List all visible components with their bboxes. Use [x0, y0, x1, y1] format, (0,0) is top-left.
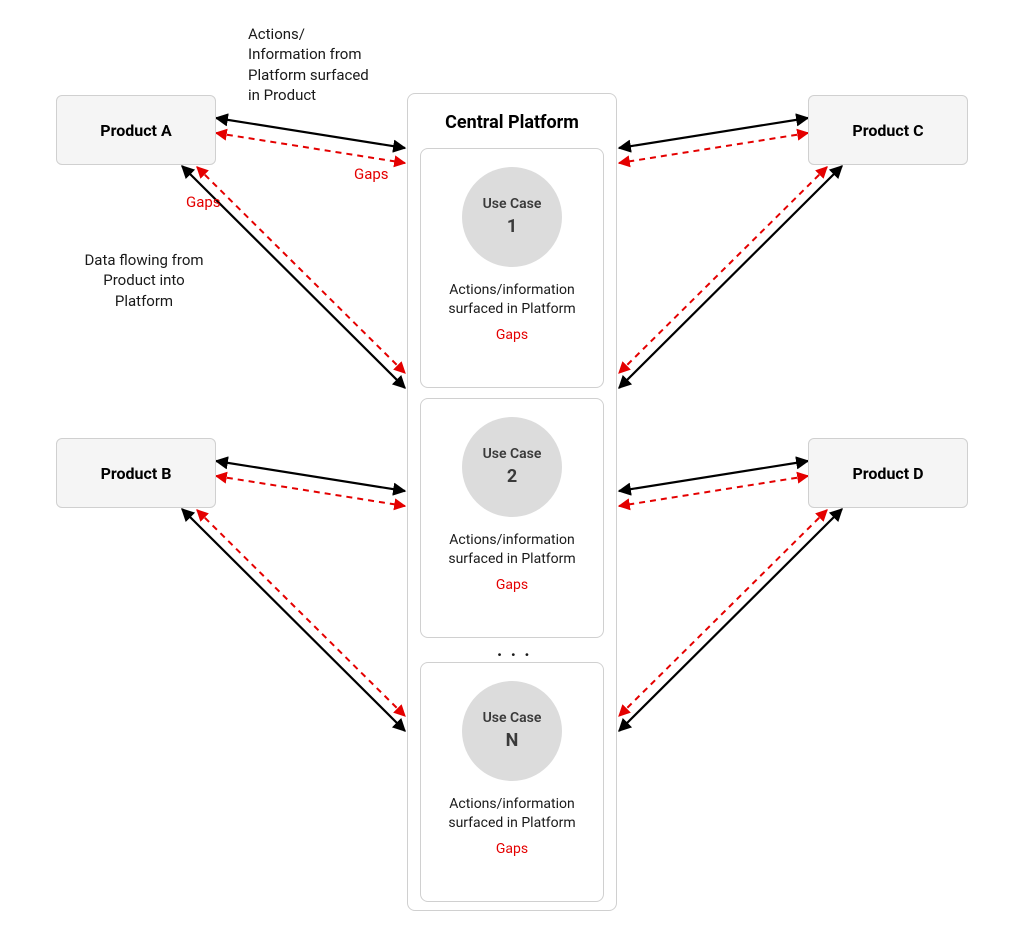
product-c-label: Product C: [852, 121, 923, 140]
edge-C-in-dashed: [619, 167, 827, 373]
product-a-box: Product A: [56, 95, 216, 165]
usecase-2-number: 2: [507, 466, 517, 489]
usecase-n-gaps: Gaps: [421, 841, 603, 857]
usecase-n-box: Use Case N Actions/information surfaced …: [420, 662, 604, 902]
edge-D-in-dashed: [619, 510, 827, 716]
usecase-2-circle: Use Case 2: [462, 417, 562, 517]
edge-C-in-solid: [619, 166, 842, 388]
annotation-data-flowing: Data flowing fromProduct intoPlatform: [64, 250, 224, 311]
usecase-2-desc: Actions/information surfaced in Platform: [435, 531, 589, 569]
edge-B-out-solid: [216, 461, 405, 491]
product-d-label: Product D: [852, 464, 923, 483]
usecase-2-label: Use Case: [483, 446, 542, 464]
edge-A-out-dashed: [216, 133, 405, 163]
diagram-canvas: Product A Product B Product C Product D …: [0, 0, 1024, 941]
usecase-1-gaps: Gaps: [421, 327, 603, 343]
usecase-1-circle: Use Case 1: [462, 167, 562, 267]
usecase-n-label: Use Case: [483, 710, 542, 728]
usecase-1-box: Use Case 1 Actions/information surfaced …: [420, 148, 604, 388]
edge-B-out-dashed: [216, 476, 405, 506]
usecase-1-desc: Actions/information surfaced in Platform: [435, 281, 589, 319]
usecase-n-number: N: [506, 730, 519, 753]
edge-C-out-solid: [619, 118, 808, 148]
product-b-label: Product B: [101, 464, 172, 483]
annotation-actions-from-platform: Actions/Information fromPlatform surface…: [248, 24, 418, 105]
edge-C-out-dashed: [619, 133, 808, 163]
edge-A-out-solid: [216, 118, 405, 148]
edge-B-in-dashed: [197, 510, 405, 716]
edge-D-out-solid: [619, 461, 808, 491]
usecase-n-circle: Use Case N: [462, 681, 562, 781]
annotation-gaps-top: Gaps: [354, 164, 404, 184]
product-c-box: Product C: [808, 95, 968, 165]
ellipsis-icon: . . .: [497, 640, 532, 661]
usecase-1-number: 1: [507, 216, 517, 239]
usecase-2-gaps: Gaps: [421, 577, 603, 593]
edge-B-in-solid: [182, 509, 405, 731]
central-platform-title: Central Platform: [408, 112, 616, 133]
edge-D-in-solid: [619, 509, 842, 731]
usecase-2-box: Use Case 2 Actions/information surfaced …: [420, 398, 604, 638]
edge-D-out-dashed: [619, 476, 808, 506]
annotation-gaps-left: Gaps: [186, 192, 236, 212]
usecase-1-label: Use Case: [483, 196, 542, 214]
product-b-box: Product B: [56, 438, 216, 508]
product-a-label: Product A: [100, 121, 171, 140]
usecase-n-desc: Actions/information surfaced in Platform: [435, 795, 589, 833]
product-d-box: Product D: [808, 438, 968, 508]
